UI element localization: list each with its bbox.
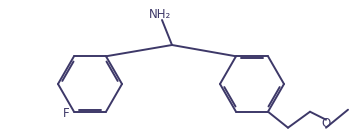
Text: F: F xyxy=(63,107,70,120)
Text: NH₂: NH₂ xyxy=(149,7,171,21)
Text: O: O xyxy=(321,117,331,130)
